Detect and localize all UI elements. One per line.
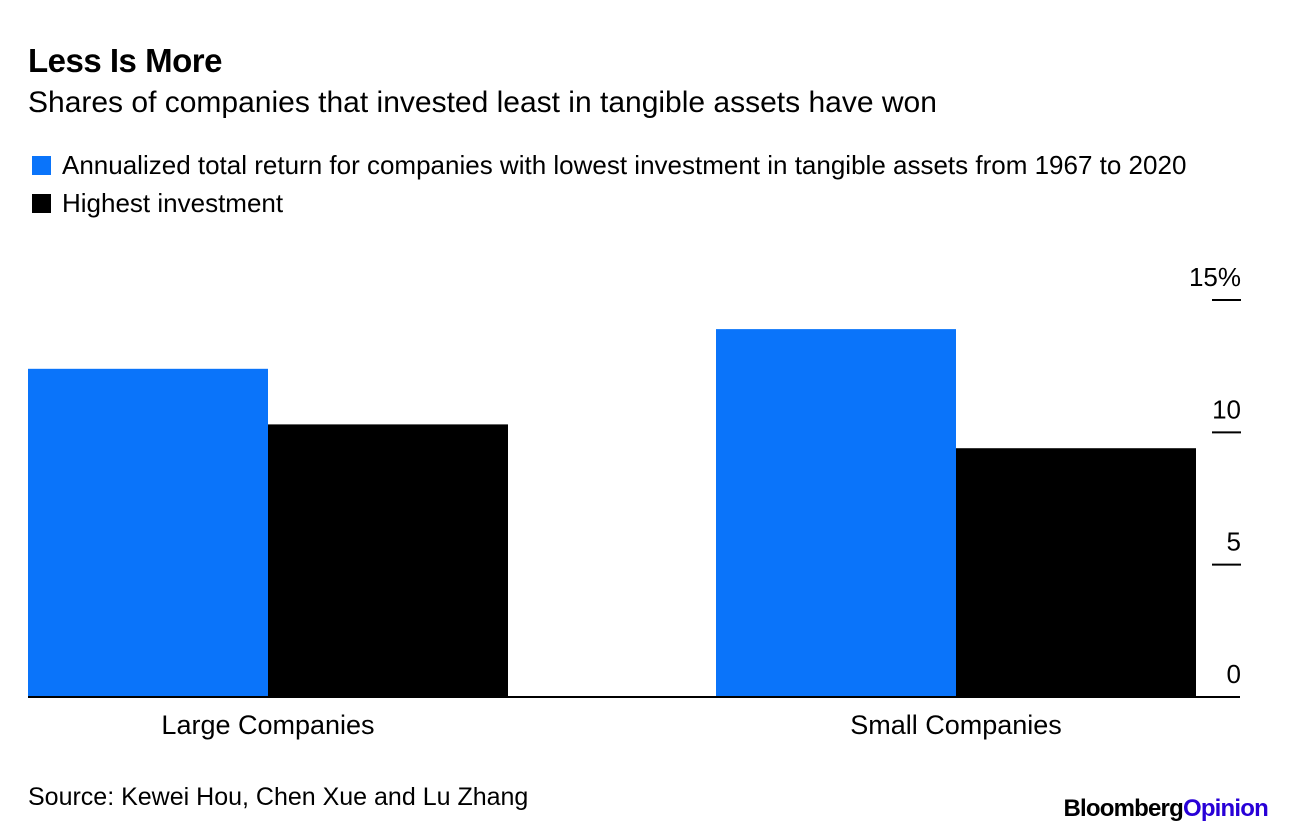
y-tick-label: 15% [1189, 262, 1241, 292]
legend-swatch-blue [32, 156, 51, 175]
legend-item-lowest-investment: Annualized total return for companies wi… [32, 148, 1242, 182]
y-tick-label: 0 [1227, 659, 1241, 689]
legend-item-highest-investment: Highest investment [32, 186, 1242, 220]
bar-highest-small [956, 448, 1196, 697]
legend-swatch-black [32, 194, 51, 213]
chart-subtitle: Shares of companies that invested least … [28, 86, 937, 119]
brand-bloomberg: Bloomberg [1063, 795, 1183, 822]
bar-lowest-large [28, 368, 268, 697]
brand-opinion: Opinion [1182, 795, 1269, 822]
source-note: Source: Kewei Hou, Chen Xue and Lu Zhang [28, 783, 529, 811]
y-tick-label: 10 [1212, 394, 1241, 424]
x-tick-label: Large Companies [161, 710, 374, 740]
y-tick-label: 5 [1227, 527, 1241, 557]
legend-label-highest-investment: Highest investment [62, 188, 284, 218]
bar-highest-large [268, 424, 508, 697]
legend-label-lowest-investment: Annualized total return for companies wi… [62, 150, 1187, 180]
bloomberg-opinion-logo: BloombergOpinion [1063, 795, 1268, 823]
x-tick-label: Small Companies [850, 710, 1062, 740]
bar-lowest-small [716, 329, 956, 697]
chart-title: Less Is More [28, 42, 222, 79]
legend: Annualized total return for companies wi… [32, 148, 1242, 220]
